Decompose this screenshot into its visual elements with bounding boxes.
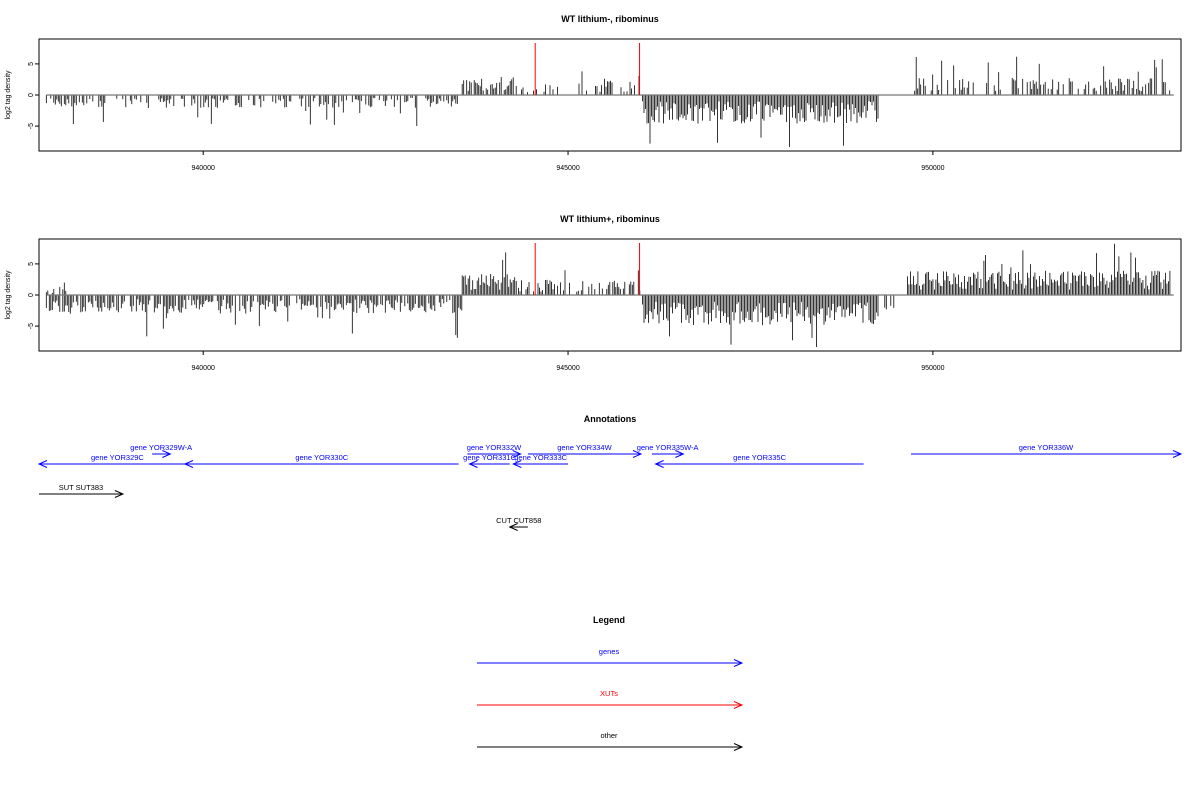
arrow-head	[508, 523, 518, 531]
y-axis-label: log2 tag density	[5, 270, 12, 320]
bars-group	[45, 56, 1171, 147]
arrow-head	[654, 460, 664, 468]
feature-gene-yor330c: gene YOR330C	[183, 453, 459, 468]
feature-gene-yor332w: gene YOR332W	[467, 443, 522, 458]
arrow-head	[114, 490, 125, 498]
y-tick-label: 0	[28, 293, 35, 297]
track-panel: WT lithium+, ribominus log2 tag density -5…	[5, 214, 1182, 372]
feature-label: gene YOR335W-A	[637, 443, 699, 452]
y-axis-label: log2 tag density	[5, 70, 12, 120]
legend-label: other	[600, 731, 618, 740]
x-tick-label: 945000	[556, 365, 579, 372]
feature-label: gene YOR332W	[467, 443, 522, 452]
x-tick-label: 950000	[921, 165, 944, 172]
x-tick-label: 940000	[192, 365, 215, 372]
y-tick-label: 0	[28, 93, 35, 97]
feature-gene-yor335w-a: gene YOR335W-A	[637, 443, 699, 458]
feature-label: gene YOR329C	[91, 453, 144, 462]
feature-gene-yor333c: gene YOR333C	[512, 453, 569, 468]
feature-cut-cut858: CUT CUT858	[496, 516, 541, 531]
feature-label: CUT CUT858	[496, 516, 541, 525]
y-tick-label: 5	[28, 62, 35, 66]
feature-label: gene YOR335C	[733, 453, 786, 462]
arrow-head	[512, 460, 522, 468]
arrow-head	[675, 450, 685, 458]
feature-label: gene YOR336W	[1019, 443, 1074, 452]
feature-label: gene YOR334W	[557, 443, 612, 452]
feature-gene-yor331c: gene YOR331C	[463, 453, 517, 468]
arrow-head	[632, 450, 643, 458]
feature-label: SUT SUT383	[59, 483, 103, 492]
track-panel: WT lithium-, ribominus log2 tag density -5…	[5, 14, 1182, 172]
legend-title: Legend	[593, 615, 625, 625]
y-tick-label: 5	[28, 262, 35, 266]
panel-title: WT lithium-, ribominus	[561, 14, 659, 24]
legend-entry-other: other	[477, 731, 744, 751]
bars-group	[45, 243, 1171, 348]
arrow-head	[162, 450, 172, 458]
feature-sut-sut383: SUT SUT383	[39, 483, 125, 498]
arrow-head	[733, 701, 744, 709]
arrow-head	[183, 460, 194, 468]
feature-gene-yor336w: gene YOR336W	[911, 443, 1183, 458]
feature-gene-yor329c: gene YOR329C	[37, 453, 196, 468]
legend-label: genes	[599, 647, 620, 656]
x-tick-label: 950000	[921, 365, 944, 372]
arrow-head	[512, 450, 522, 458]
legend-label: XUTs	[600, 689, 618, 698]
legend-entry-genes: genes	[477, 647, 744, 667]
feature-gene-yor334w: gene YOR334W	[527, 443, 643, 458]
x-tick-label: 940000	[192, 165, 215, 172]
arrow-head	[733, 743, 744, 751]
feature-label: gene YOR329W-A	[130, 443, 192, 452]
x-tick-label: 945000	[556, 165, 579, 172]
panel-title: WT lithium+, ribominus	[560, 214, 660, 224]
feature-gene-yor335c: gene YOR335C	[654, 453, 864, 468]
arrow-head	[1172, 450, 1183, 458]
feature-label: gene YOR330C	[295, 453, 348, 462]
legend-entry-xuts: XUTs	[477, 689, 744, 709]
y-tick-label: -5	[28, 123, 35, 129]
y-tick-label: -5	[28, 323, 35, 329]
feature-label: gene YOR333C	[514, 453, 567, 462]
legend: Legend genes XUTs other	[477, 615, 744, 751]
arrow-head	[468, 460, 478, 468]
feature-gene-yor329w-a: gene YOR329W-A	[130, 443, 192, 458]
arrow-head	[37, 460, 48, 468]
arrow-head	[733, 659, 744, 667]
feature-label: gene YOR331C	[463, 453, 516, 462]
annotations-title: Annotations	[584, 414, 637, 424]
